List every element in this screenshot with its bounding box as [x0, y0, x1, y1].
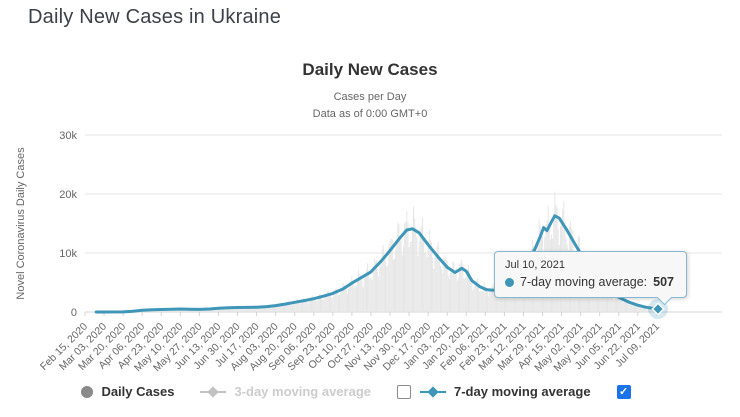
y-axis-title: Novel Coronavirus Daily Cases	[15, 147, 27, 300]
legend-item-daily-cases[interactable]: Daily Cases	[81, 384, 174, 399]
legend-item-7day-average[interactable]: 7-day moving average	[420, 384, 591, 399]
7day-average-line[interactable]	[94, 214, 660, 314]
y-tick-label: 10k	[59, 248, 77, 260]
legend-checkbox-checked[interactable]: ✓	[616, 384, 631, 399]
tooltip-value: 507	[653, 275, 675, 289]
legend-item-3day-average[interactable]: 3-day moving average	[200, 384, 371, 399]
daily-cases-marker-icon	[81, 385, 94, 398]
highlighted-point-marker[interactable]	[651, 302, 665, 316]
y-tick-label: 0	[71, 307, 77, 319]
tooltip: Jul 10, 2021 7-day moving average: 507	[494, 251, 688, 298]
legend-label-daily-cases: Daily Cases	[101, 384, 175, 399]
7day-average-marker-icon	[420, 385, 446, 398]
tooltip-series-label: 7-day moving average:	[520, 275, 648, 289]
legend-checkbox-7day-unchecked[interactable]	[397, 384, 411, 399]
y-tick-label: 30k	[59, 130, 77, 142]
plot-svg[interactable]: 0 10k 20k 30k Novel Coronavirus Daily Cases F…	[0, 0, 740, 380]
legend: Daily Cases 3-day moving average 7-day m…	[0, 384, 726, 399]
series-dot-icon	[505, 277, 514, 287]
tooltip-date: Jul 10, 2021	[505, 259, 565, 271]
y-tick-label: 20k	[59, 189, 77, 201]
3day-average-marker-icon	[200, 385, 227, 398]
page-title: Daily New Cases in Ukraine	[28, 6, 282, 28]
legend-label-3day-average: 3-day moving average	[234, 384, 371, 399]
legend-label-7day-average: 7-day moving average	[454, 384, 591, 399]
